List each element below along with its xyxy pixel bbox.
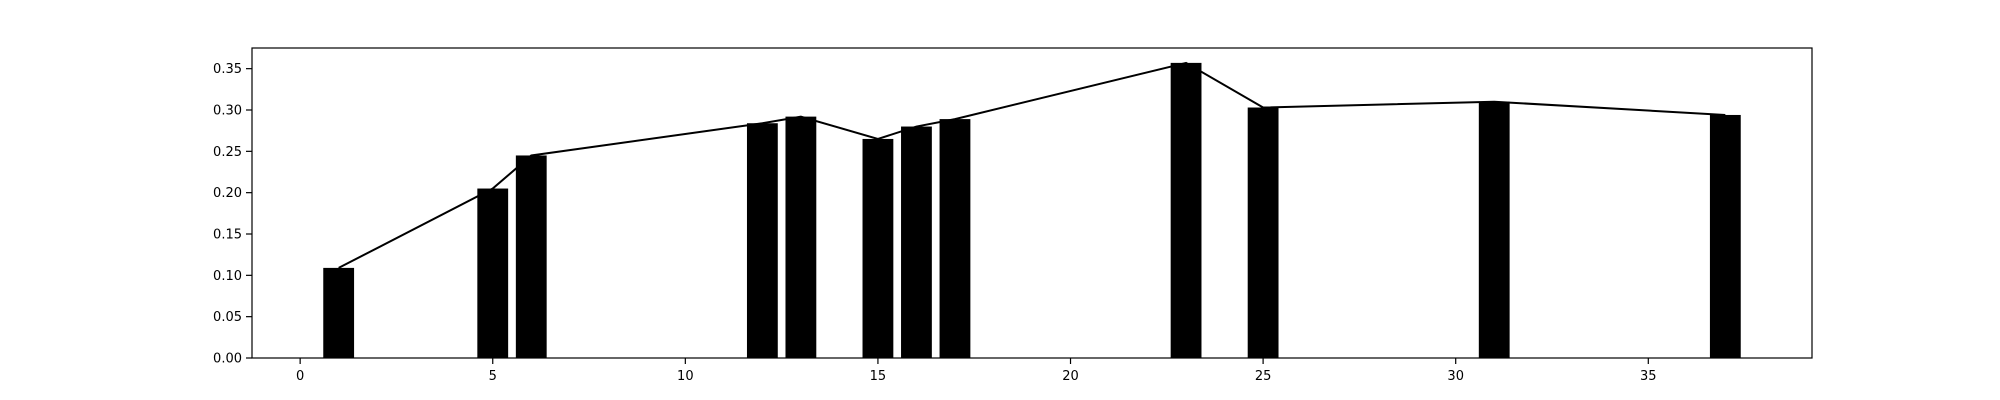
x-tick-label: 20 [1062, 369, 1079, 384]
y-tick-label: 0.25 [213, 145, 242, 160]
bar-12 [746, 123, 778, 358]
series-line [338, 61, 1726, 269]
bar-17 [939, 119, 971, 359]
y-tick-label: 0.05 [213, 310, 242, 325]
x-tick-label: 0 [296, 369, 304, 384]
bar-31 [1478, 101, 1510, 358]
x-tick-label: 30 [1447, 369, 1464, 384]
bar-5 [477, 188, 509, 358]
x-tick-label: 5 [489, 369, 497, 384]
bar-1 [323, 267, 355, 358]
x-tick-label: 25 [1255, 369, 1272, 384]
y-tick-label: 0.35 [213, 62, 242, 77]
plot-frame [251, 47, 1813, 359]
bar-37 [1709, 114, 1741, 359]
x-tick-label: 15 [870, 369, 887, 384]
bar-15 [862, 138, 894, 358]
bar-25 [1247, 107, 1279, 359]
x-tick-label: 10 [677, 369, 694, 384]
bar-13 [785, 116, 817, 358]
bar-16 [901, 126, 932, 359]
bar-6 [515, 155, 547, 358]
x-axis: 0 5 10 15 20 25 30 35 [296, 358, 1657, 384]
y-tick-label: 0.10 [213, 269, 242, 284]
y-axis: 0.00 0.05 0.10 0.15 0.20 0.25 0.30 0.35 [213, 62, 252, 367]
y-tick-label: 0.30 [213, 104, 242, 119]
bar-group [323, 62, 1741, 359]
bar-23 [1170, 62, 1202, 358]
x-tick-label: 35 [1640, 369, 1657, 384]
y-tick-label: 0.20 [213, 186, 242, 201]
y-tick-label: 0.15 [213, 228, 242, 243]
y-tick-label: 0.00 [213, 352, 242, 367]
